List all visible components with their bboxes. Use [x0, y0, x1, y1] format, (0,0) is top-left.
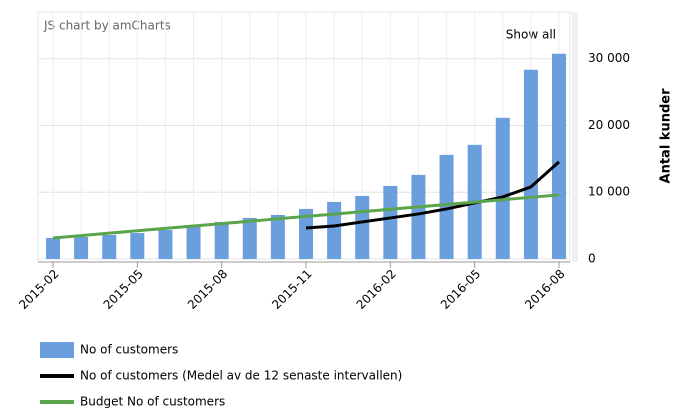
y-tick-label: 10 000 [588, 185, 630, 199]
bar [102, 234, 117, 259]
bar [130, 232, 145, 259]
x-tick-label: 2016-02 [354, 267, 399, 312]
y-tick-label: 20 000 [588, 118, 630, 132]
legend-label[interactable]: No of customers (Medel av de 12 senaste … [80, 369, 402, 383]
bar [242, 217, 257, 259]
bar [495, 117, 510, 260]
x-tick-label: 2015-02 [16, 267, 61, 312]
bar [46, 237, 60, 259]
x-tick-label: 2016-08 [522, 267, 567, 312]
scrollbar[interactable] [572, 12, 578, 262]
bar [74, 236, 89, 259]
bar [355, 195, 370, 259]
bar [299, 208, 313, 259]
x-tick-label: 2015-11 [269, 267, 314, 312]
legend-swatch [40, 342, 74, 358]
y-tick-label: 30 000 [588, 51, 630, 65]
bar [214, 221, 229, 259]
x-tick-label: 2015-05 [101, 267, 146, 312]
y-axis-label: Antal kunder [659, 88, 674, 184]
bar [439, 154, 454, 259]
x-tick-label: 2015-08 [185, 267, 230, 312]
bar [270, 214, 285, 259]
x-tick-label: 2016-05 [438, 267, 483, 312]
bar [186, 226, 201, 259]
bar [327, 201, 342, 259]
bar [411, 174, 426, 259]
y-tick-label: 0 [588, 252, 596, 266]
bar [383, 185, 398, 259]
legend-label[interactable]: No of customers [80, 343, 178, 357]
line [305, 160, 560, 230]
credit[interactable]: JS chart by amCharts [43, 19, 171, 33]
line [52, 193, 560, 240]
bar [552, 53, 566, 259]
bar [523, 69, 538, 259]
legend-label[interactable]: Budget No of customers [80, 395, 225, 409]
bar [158, 229, 173, 259]
